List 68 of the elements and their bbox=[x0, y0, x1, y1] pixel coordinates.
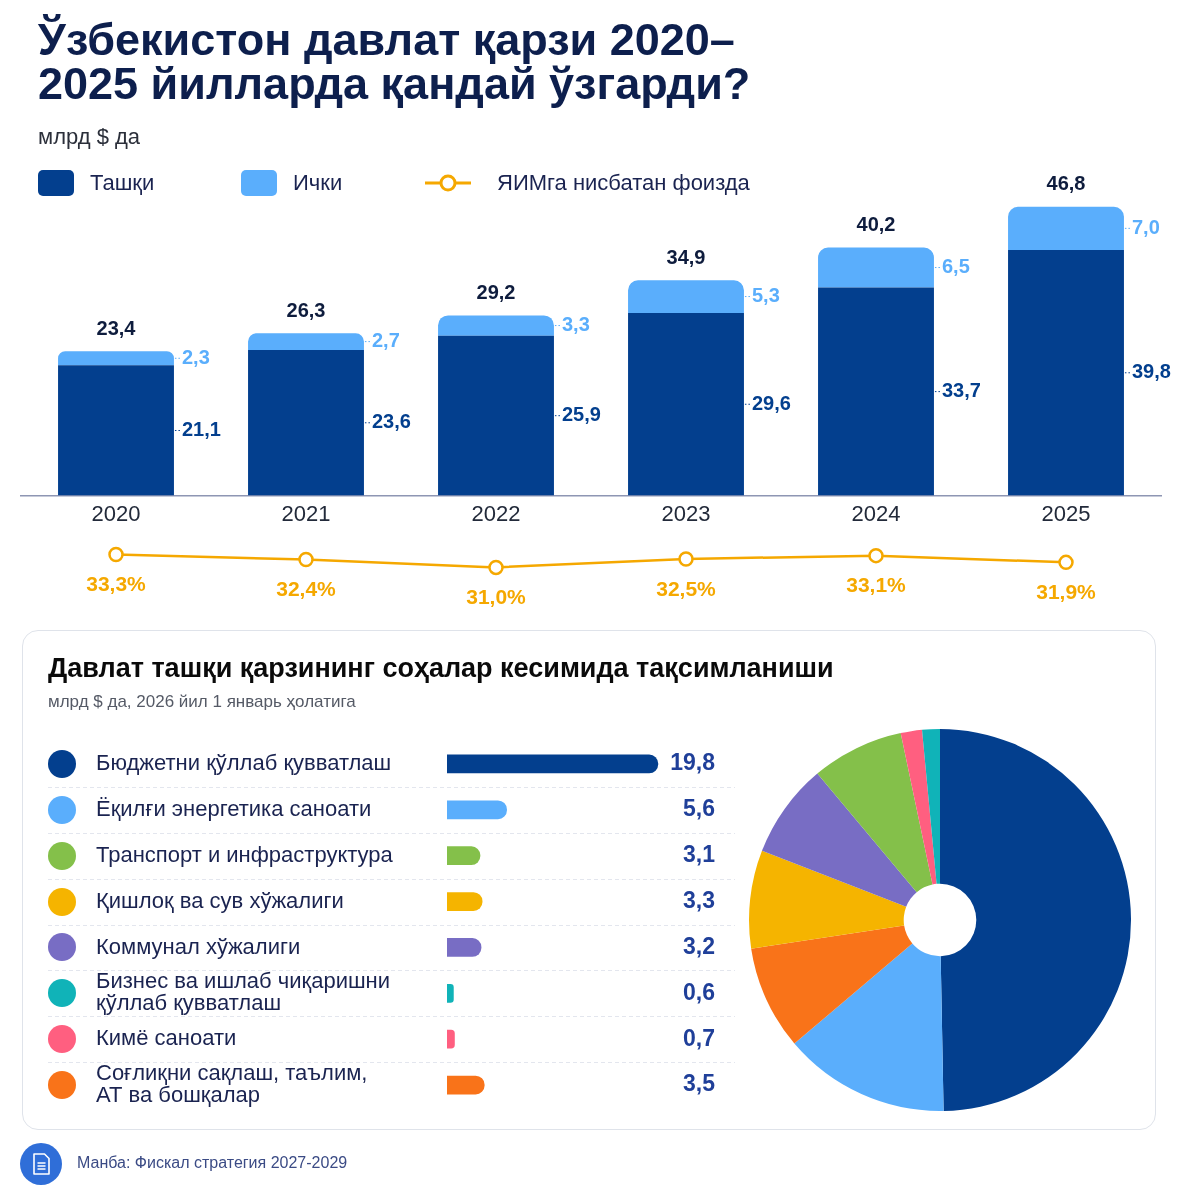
data-label: 31,0% bbox=[466, 585, 527, 609]
bar bbox=[447, 1029, 455, 1049]
x-tick-label: 2022 bbox=[471, 500, 521, 526]
total-label: 26,3 bbox=[286, 298, 326, 321]
bar bbox=[447, 983, 454, 1003]
data-label: 31,9% bbox=[1036, 580, 1097, 604]
y-tick-label: Қишлоқ ва сув хўжалиги bbox=[96, 887, 344, 913]
text: Манба: Фискал стратегия 2027-2029 bbox=[77, 1154, 348, 1172]
point bbox=[488, 559, 504, 576]
data-label: 33,3% bbox=[86, 572, 147, 596]
data-label: 25,9 bbox=[561, 403, 601, 426]
point bbox=[868, 547, 884, 564]
y-tick-label: Транспорт и инфраструктура bbox=[96, 841, 394, 867]
data-label: 19,8 bbox=[670, 749, 716, 776]
total-label: 29,2 bbox=[476, 280, 516, 303]
data-label: 5,6 bbox=[683, 795, 715, 822]
data-label: 33,1% bbox=[846, 573, 907, 597]
point bbox=[298, 551, 314, 568]
x-tick-label: 2024 bbox=[851, 500, 901, 526]
data-label: 32,4% bbox=[276, 577, 337, 601]
data-label: 3,2 bbox=[683, 932, 715, 959]
bar bbox=[447, 1075, 485, 1095]
data-label: 7,0 bbox=[1131, 215, 1160, 238]
data-label: 3,3 bbox=[683, 886, 715, 913]
data-label: 32,5% bbox=[656, 576, 717, 600]
x-tick-label: 2020 bbox=[91, 500, 141, 526]
y-tick-label: Коммунал хўжалиги bbox=[96, 933, 301, 959]
data-label: 5,3 bbox=[751, 284, 780, 307]
text: млрд $ да, 2026 йил 1 январь ҳолатига bbox=[48, 692, 356, 712]
x-tick-label: 2025 bbox=[1041, 500, 1091, 526]
total-label: 40,2 bbox=[856, 213, 896, 235]
data-label: 21,1 bbox=[181, 418, 221, 440]
data-label: 3,1 bbox=[683, 841, 716, 868]
chart-title: Ўзбекистон давлат қарзи 2020–2025 йилларда қандай ўзгарди? bbox=[38, 14, 752, 109]
total-label: 23,4 bbox=[96, 316, 137, 339]
data-label: 2,3 bbox=[181, 345, 210, 368]
bar bbox=[447, 892, 483, 911]
y-tick-label: Соғлиқни сақлаш, таълим, АТ ва бошқалар bbox=[96, 1060, 368, 1108]
point bbox=[1058, 554, 1074, 571]
data-label: 6,5 bbox=[941, 255, 970, 278]
data-label: 3,3 bbox=[561, 313, 590, 336]
data-label: 0,7 bbox=[683, 1024, 715, 1051]
chart-title: Давлат ташқи қарзининг соҳалар кесимида тақсимланиши bbox=[48, 652, 834, 684]
legend-label: Ички bbox=[293, 170, 343, 196]
bar bbox=[447, 754, 659, 774]
data-label: 39,8 bbox=[1131, 360, 1171, 383]
data-label: 23,6 bbox=[371, 410, 411, 433]
bar bbox=[447, 846, 481, 866]
data-label: 2,7 bbox=[371, 329, 400, 352]
data-label: 29,6 bbox=[751, 391, 791, 414]
y-tick-label: Кимё саноати bbox=[96, 1025, 237, 1051]
total-label: 46,8 bbox=[1046, 172, 1086, 195]
legend-label: ЯИМга нисбатан фоизда bbox=[497, 170, 750, 196]
total-label: 34,9 bbox=[666, 245, 706, 268]
bar bbox=[447, 800, 507, 820]
data-label: 33,7 bbox=[941, 379, 981, 402]
chart-subtitle: млрд $ да bbox=[38, 124, 141, 150]
data-label: 0,6 bbox=[683, 978, 715, 1005]
data-label: 3,5 bbox=[683, 1070, 716, 1097]
x-tick-label: 2023 bbox=[661, 500, 711, 526]
point bbox=[108, 546, 124, 563]
y-tick-label: Бюджетни қўллаб қувватлаш bbox=[96, 750, 392, 775]
x-tick-label: 2021 bbox=[281, 500, 331, 526]
point bbox=[678, 551, 694, 567]
legend-label: Ташқи bbox=[90, 170, 155, 196]
y-tick-label: Ёқилғи энергетика саноати bbox=[96, 795, 372, 821]
bar bbox=[447, 938, 482, 957]
y-tick-label: Бизнес ва ишлаб чиқаришни қўллаб қувватлаш bbox=[96, 968, 391, 1016]
